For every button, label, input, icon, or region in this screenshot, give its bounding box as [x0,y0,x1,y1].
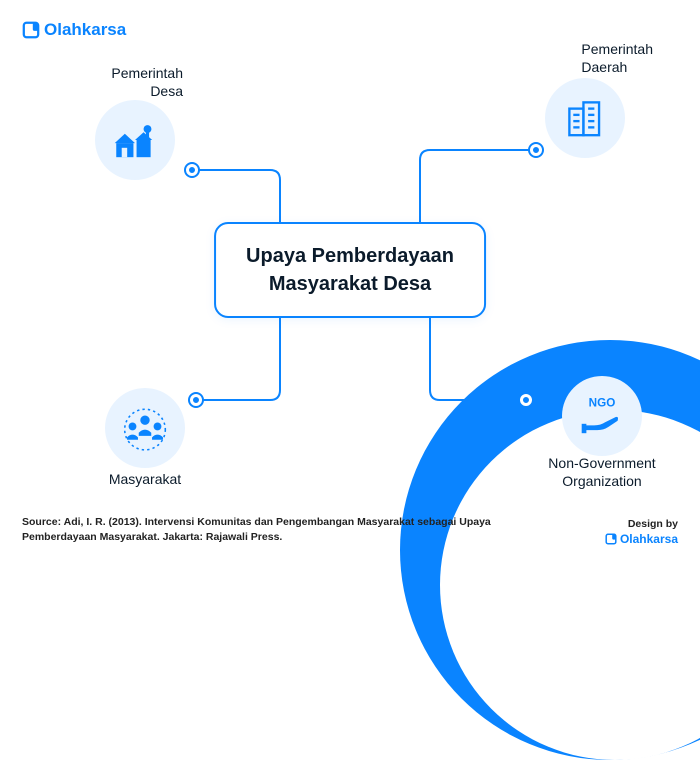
node-label: Pemerintah Desa [111,64,183,100]
source-citation: Source: Adi, I. R. (2013). Intervensi Ko… [22,515,502,547]
village-icon [95,100,175,180]
brand-logo-icon [22,21,40,39]
diagram-canvas: Upaya Pemberdayaan Masyarakat Desa Pemer… [0,60,700,480]
brand-logo: Olahkarsa [22,20,126,40]
connector-dot [530,144,542,156]
node-pemerintah-desa: Pemerintah Desa [95,100,175,174]
people-icon [105,388,185,468]
buildings-icon [545,78,625,158]
center-title-line2: Masyarakat Desa [246,270,454,298]
design-brand-logo: Olahkarsa [605,532,678,546]
center-title-line1: Upaya Pemberdayaan [246,242,454,270]
node-pemerintah-daerah: Pemerintah Daerah [545,78,625,152]
brand-logo-text: Olahkarsa [44,20,126,40]
node-label: Non-Government Organization [532,454,672,490]
node-masyarakat: Masyarakat [105,388,185,462]
connector-dot [186,164,198,176]
footer: Source: Adi, I. R. (2013). Intervensi Ko… [22,515,678,547]
connector-dot [520,394,532,406]
node-label: Masyarakat [109,470,181,488]
ngo-hand-icon: NGO [562,376,642,456]
connector-dot [190,394,202,406]
node-ngo: NGO Non-Government Organization [562,376,642,450]
design-label: Design by [605,518,678,530]
design-credit: Design by Olahkarsa [605,518,678,546]
node-label: Pemerintah Daerah [581,40,653,76]
ngo-badge-text: NGO [589,397,616,410]
design-brand-text: Olahkarsa [620,532,678,546]
center-title-box: Upaya Pemberdayaan Masyarakat Desa [214,222,486,318]
